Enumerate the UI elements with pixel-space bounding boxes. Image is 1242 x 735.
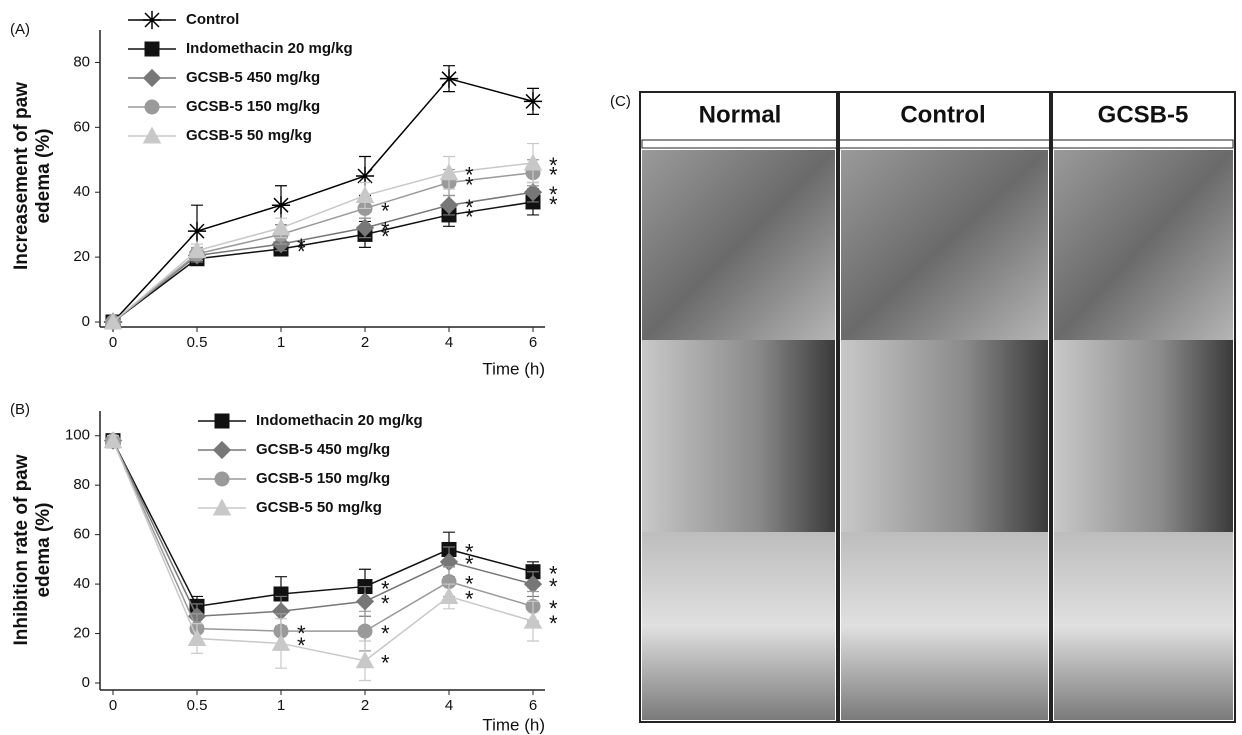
y-tick-label: 40	[73, 575, 90, 592]
significance-mark: *	[381, 591, 390, 616]
photo	[642, 340, 835, 532]
significance-mark: *	[465, 163, 474, 188]
significance-mark: *	[381, 198, 390, 223]
x-tick-label: 2	[361, 334, 369, 351]
panel-label: (A)	[10, 21, 30, 38]
y-tick-label: 100	[65, 427, 90, 444]
legend-label: GCSB-5 50 mg/kg	[256, 499, 382, 516]
x-tick-label: 0.5	[187, 334, 208, 351]
photo	[1054, 150, 1233, 340]
y-tick-label: 60	[73, 526, 90, 543]
panel-label: (B)	[10, 401, 30, 418]
significance-mark: *	[297, 633, 306, 658]
x-tick-label: 2	[361, 697, 369, 714]
marker	[143, 11, 161, 29]
y-axis-label: edema (%)	[33, 502, 54, 597]
photo	[1054, 532, 1233, 720]
marker	[440, 70, 458, 88]
photo	[642, 150, 835, 340]
x-tick-label: 4	[445, 697, 453, 714]
y-axis-label: Inhibition rate of paw	[11, 454, 32, 645]
legend-label: GCSB-5 450 mg/kg	[186, 69, 320, 86]
legend-label: Control	[186, 11, 239, 28]
y-tick-label: 60	[73, 118, 90, 135]
legend-label: Indomethacin 20 mg/kg	[256, 412, 423, 429]
x-tick-label: 0.5	[187, 697, 208, 714]
marker	[145, 42, 159, 56]
x-tick-label: 6	[529, 334, 537, 351]
x-tick-label: 1	[277, 334, 285, 351]
y-tick-label: 80	[73, 476, 90, 493]
y-tick-label: 40	[73, 183, 90, 200]
x-axis-label: Time (h)	[482, 715, 545, 734]
x-tick-label: 0	[109, 334, 117, 351]
legend-label: GCSB-5 150 mg/kg	[186, 98, 320, 115]
legend-label: GCSB-5 150 mg/kg	[256, 470, 390, 487]
marker	[144, 70, 161, 87]
marker	[524, 92, 542, 110]
significance-mark: *	[549, 153, 558, 178]
legend-label: GCSB-5 50 mg/kg	[186, 127, 312, 144]
figure: (C) Normal Control GCSB-5 (A)02040608000…	[0, 0, 1242, 735]
x-tick-label: 0	[109, 697, 117, 714]
column-header: Normal	[699, 101, 782, 128]
marker	[525, 613, 542, 628]
column-header: GCSB-5	[1098, 101, 1189, 128]
marker	[357, 593, 374, 610]
photo	[841, 532, 1048, 720]
significance-mark: *	[549, 574, 558, 599]
significance-mark: *	[465, 586, 474, 611]
x-tick-label: 4	[445, 334, 453, 351]
marker	[214, 442, 231, 459]
photo	[841, 150, 1048, 340]
y-tick-label: 80	[73, 53, 90, 70]
y-axis-label: edema (%)	[33, 128, 54, 223]
y-tick-label: 20	[73, 625, 90, 642]
marker	[145, 100, 159, 114]
photo	[841, 340, 1048, 532]
column-header: Control	[900, 101, 985, 128]
marker	[215, 472, 229, 486]
significance-mark: *	[381, 651, 390, 676]
photo	[1054, 340, 1233, 532]
marker	[525, 155, 542, 170]
y-tick-label: 20	[73, 248, 90, 265]
significance-mark: *	[465, 195, 474, 220]
photo-panel: (C) Normal Control GCSB-5	[610, 92, 1235, 722]
y-axis-label: Increasement of paw	[11, 82, 32, 270]
significance-mark: *	[549, 611, 558, 636]
marker	[273, 220, 290, 235]
significance-mark: *	[297, 234, 306, 259]
photos	[642, 150, 1233, 720]
y-tick-label: 0	[82, 674, 90, 691]
header-rule	[642, 140, 1233, 148]
marker	[358, 624, 372, 638]
marker	[357, 187, 374, 202]
marker	[188, 222, 206, 240]
marker	[272, 196, 290, 214]
x-tick-label: 6	[529, 697, 537, 714]
line-chart: (A) 0 20 40 60 80 0 0.5 1 2 4 6 Time (h) Increasement…	[10, 11, 558, 379]
marker	[215, 414, 229, 428]
y-tick-label: 0	[82, 313, 90, 330]
marker	[441, 588, 458, 603]
photo	[642, 532, 835, 720]
legend-label: GCSB-5 450 mg/kg	[256, 441, 390, 458]
x-tick-label: 1	[277, 697, 285, 714]
panel-label: (C)	[610, 93, 631, 110]
x-axis-label: Time (h)	[482, 359, 545, 378]
legend-label: Indomethacin 20 mg/kg	[186, 40, 353, 57]
